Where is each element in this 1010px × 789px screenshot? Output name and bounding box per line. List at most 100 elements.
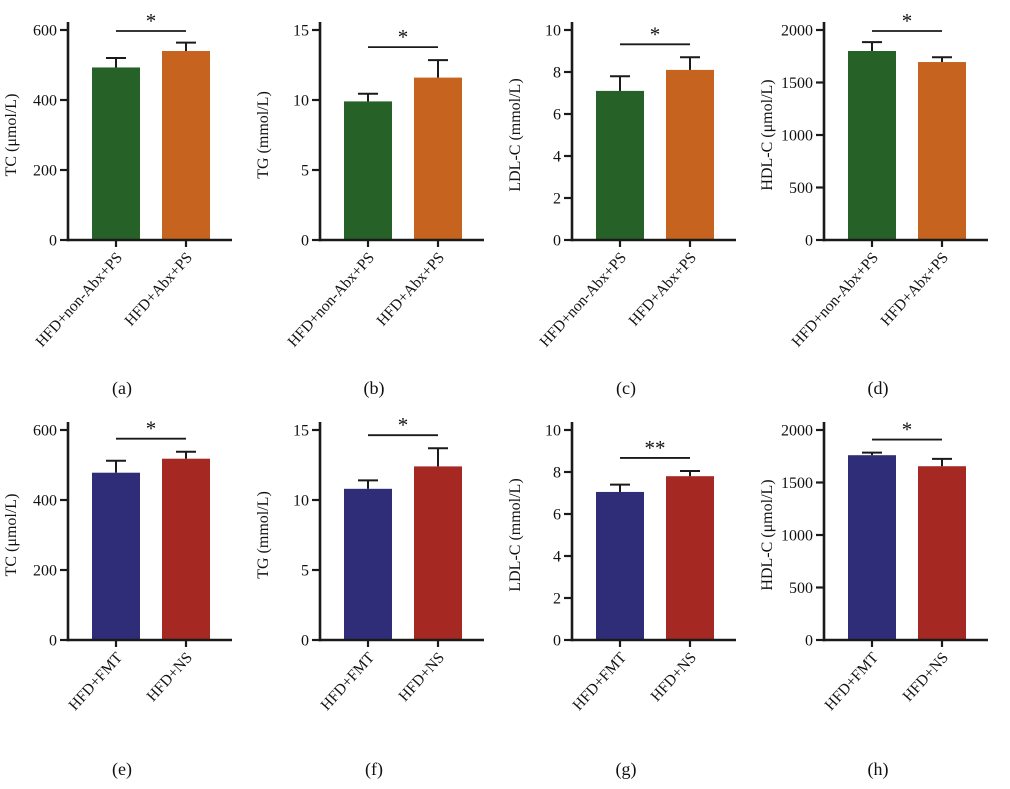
x-category-label: HFD+FMT [65,649,126,714]
chart-svg-g: ** 0 2 4 6 8 10 LDL-C (mmol/L) HFD+FMT HFD+NS (g) [507,422,736,780]
y-tick-label: 200 [33,563,57,580]
chart-panel-b: * 0 5 10 15 TG (mmol/L) HFD+non-Abx+PS HFD+Abx+… [252,0,504,400]
x-category-label: HFD+non-Abx+PS [284,249,377,350]
bar-b-1 [344,101,392,241]
panel-caption: (c) [616,378,636,399]
y-tick-label: 1500 [781,75,813,92]
y-tick-label: 0 [49,633,57,650]
y-tick-label: 500 [789,580,813,597]
y-tick-label: 0 [49,233,57,250]
y-tick-label: 10 [293,93,309,110]
panel-caption: (g) [616,759,637,780]
y-tick-label: 5 [301,563,309,580]
chart-panel-c: * 0 2 4 6 8 10 LDL-C (mmol/L) HFD+non-Abx+PS HFD+… [504,0,756,400]
chart-panel-g: ** 0 2 4 6 8 10 LDL-C (mmol/L) HFD+FMT HFD+NS (g) [504,400,756,789]
x-category-label: HFD+Abx+PS [625,249,699,329]
y-tick-label: 2000 [781,423,813,440]
y-tick-label: 0 [805,233,813,250]
chart-panel-f: * 0 5 10 15 TG (mmol/L) HFD+FMT HFD+NS (f) [252,400,504,789]
chart-svg-b: * 0 5 10 15 TG (mmol/L) HFD+non-Abx+PSHFD+Abx+… [255,22,484,399]
y-tick-label: 15 [293,423,309,440]
y-axis-title: TC (μmol/L) [3,94,20,177]
y-axis-title: HDL-C (μmol/L) [759,79,776,190]
bar-f-2 [414,466,462,640]
y-tick-label: 8 [553,65,561,82]
y-tick-label: 1500 [781,475,813,492]
chart-svg-e: * 0 200 400 600 TC (μmol/L) HFD+FMT HFD+NS (e) [3,417,232,780]
bar-e-2 [162,458,210,640]
y-tick-label: 6 [553,107,561,124]
panel-caption: (a) [112,378,132,399]
bar-h-2 [918,466,966,640]
significance-stars: * [398,25,409,49]
x-category-label: HFD+non-Abx+PS [32,249,125,350]
x-category-label: HFD+NS [395,649,447,705]
significance-stars: * [902,9,913,33]
x-category-label: HFD+NS [143,649,195,705]
y-tick-label: 400 [33,493,57,510]
significance-stars: * [146,417,157,441]
y-axis-title: LDL-C (mmol/L) [507,478,524,591]
x-category-label: HFD+Abx+PS [121,249,195,329]
y-tick-label: 2 [553,591,561,608]
significance-stars: * [650,22,661,46]
chart-svg-a: * 0 200 400 600 TC (μmol/L) HFD+non-Abx+PSHFD+… [3,9,232,399]
chart-panel-e: * 0 200 400 600 TC (μmol/L) HFD+FMT HFD+NS (e) [0,400,252,789]
y-tick-label: 600 [33,423,57,440]
bar-a-2 [162,51,210,240]
y-axis-title: TG (mmol/L) [255,91,272,179]
bar-d-1 [848,51,896,240]
chart-svg-d: * 0 500 1000 1500 2000 HDL-C (μmol/L) HFD+non-A… [759,9,988,399]
bar-f-1 [344,488,392,640]
y-tick-label: 400 [33,93,57,110]
x-category-label: HFD+FMT [317,649,378,714]
y-tick-label: 10 [293,493,309,510]
chart-svg-c: * 0 2 4 6 8 10 LDL-C (mmol/L) HFD+non-Abx+PSHFD+… [507,22,736,399]
y-tick-label: 0 [805,633,813,650]
x-category-label: HFD+non-Abx+PS [536,249,629,350]
bar-b-2 [414,77,462,240]
y-tick-label: 10 [545,423,561,440]
chart-svg-f: * 0 5 10 15 TG (mmol/L) HFD+FMT HFD+NS (f) [255,413,484,780]
chart-panel-a: * 0 200 400 600 TC (μmol/L) HFD+non-Abx+PS HFD+… [0,0,252,400]
x-category-label: HFD+Abx+PS [373,249,447,329]
y-tick-label: 0 [301,233,309,250]
chart-panel-h: * 0 500 1000 1500 2000 HDL-C (μmol/L) HFD+FMT HF… [756,400,1008,789]
panel-caption: (b) [364,378,385,399]
y-tick-label: 2 [553,191,561,208]
bar-g-2 [666,476,714,640]
x-category-label: HFD+non-Abx+PS [788,249,881,350]
x-category-label: HFD+FMT [569,649,630,714]
y-tick-label: 200 [33,163,57,180]
significance-stars: * [902,418,913,442]
bar-d-2 [918,62,966,241]
y-tick-label: 1000 [781,528,813,545]
bar-h-1 [848,455,896,640]
y-tick-label: 6 [553,507,561,524]
chart-panel-d: * 0 500 1000 1500 2000 HDL-C (μmol/L) HFD+non-A… [756,0,1008,400]
y-axis-title: TC (μmol/L) [3,494,20,577]
bar-c-2 [666,69,714,241]
significance-stars: * [398,413,409,437]
y-tick-label: 1000 [781,128,813,145]
y-tick-label: 10 [545,23,561,40]
x-category-label: HFD+FMT [821,649,882,714]
y-tick-label: 4 [553,549,561,566]
y-tick-label: 8 [553,465,561,482]
y-tick-label: 2000 [781,23,813,40]
panel-caption: (d) [868,378,889,399]
significance-stars: * [146,9,157,33]
y-tick-label: 5 [301,163,309,180]
panel-caption: (e) [112,759,132,780]
y-tick-label: 500 [789,180,813,197]
x-category-label: HFD+NS [899,649,951,705]
bar-g-1 [596,491,644,640]
bar-c-1 [596,90,644,241]
y-tick-label: 4 [553,149,561,166]
y-tick-label: 0 [553,633,561,650]
significance-stars: ** [645,436,666,460]
y-tick-label: 0 [301,633,309,650]
chart-svg-h: * 0 500 1000 1500 2000 HDL-C (μmol/L) HFD+FMT HF… [759,418,988,780]
x-category-label: HFD+Abx+PS [877,249,951,329]
